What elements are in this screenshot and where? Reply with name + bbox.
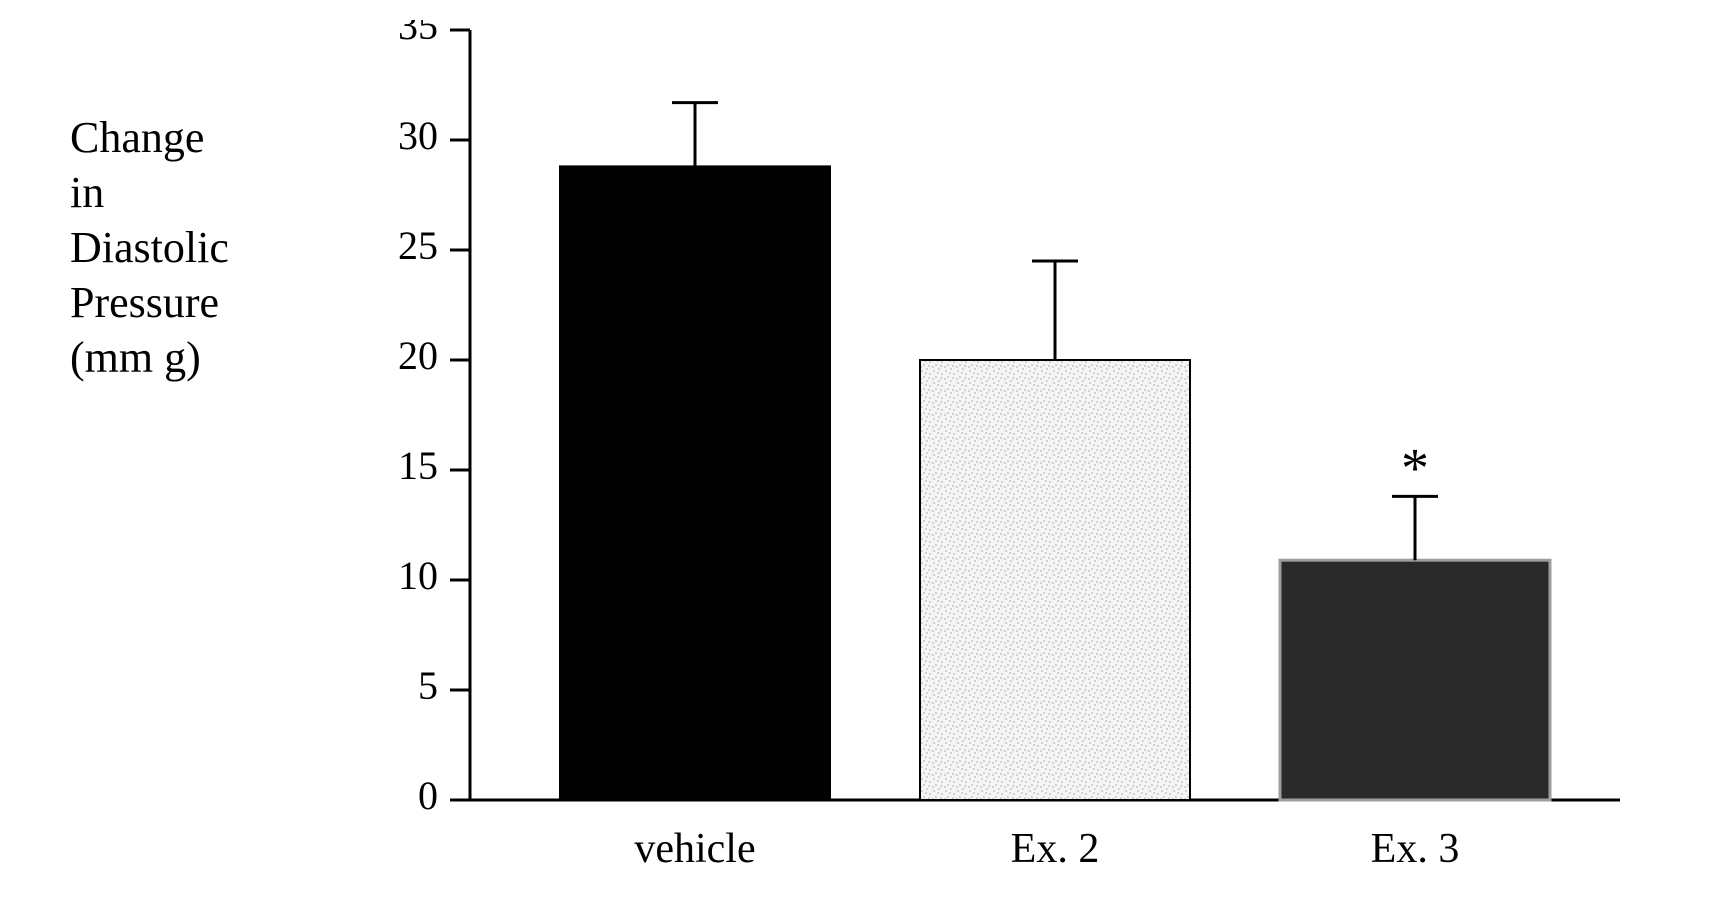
figure-container: Change in Diastolic Pressure (mm g) 0 5 10… (0, 0, 1736, 922)
bar (920, 360, 1190, 800)
y-tick-label: 35 (398, 20, 438, 48)
bar (560, 166, 830, 800)
y-axis-label: Change in Diastolic Pressure (mm g) (70, 110, 229, 385)
category-label: vehicle (634, 826, 755, 872)
y-tick-label: 5 (418, 663, 438, 708)
y-tick-label: 0 (418, 773, 438, 818)
category-label: Ex. 3 (1371, 826, 1460, 872)
y-tick-label: 10 (398, 553, 438, 598)
y-tick-label: 30 (398, 113, 438, 158)
y-tick-label: 20 (398, 333, 438, 378)
significance-marker: * (1401, 437, 1429, 499)
bar-chart: 0 5 10 15 20 25 30 35 vehicle Ex. 2 Ex. 3 * (380, 20, 1640, 910)
y-tick-label: 25 (398, 223, 438, 268)
bar (1280, 560, 1550, 800)
y-tick-label: 15 (398, 443, 438, 488)
category-label: Ex. 2 (1011, 826, 1100, 872)
